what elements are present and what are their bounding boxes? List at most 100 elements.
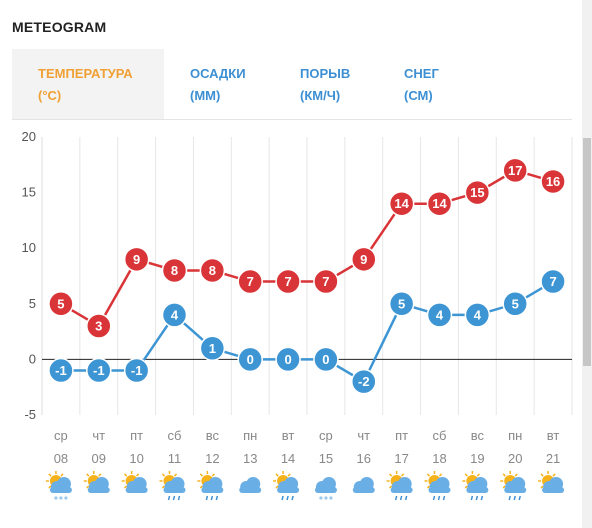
data-point-max — [48, 291, 74, 317]
cloud-part — [163, 487, 186, 493]
tab-snow[interactable]: СНЕГ (СМ) — [378, 49, 478, 119]
snow-flake — [54, 496, 58, 500]
tab-gusts[interactable]: ПОРЫВ (КМ/Ч) — [274, 49, 378, 119]
data-point-min — [540, 268, 566, 295]
rain-drop — [167, 495, 171, 501]
tab-snow-unit: (СМ) — [404, 88, 433, 103]
data-point-min — [275, 346, 301, 373]
y-tick-label: 0 — [29, 351, 36, 366]
cloud-shape — [428, 477, 451, 493]
data-label-max: 8 — [209, 263, 216, 278]
cloud-part — [87, 487, 110, 493]
sun-ray — [426, 485, 431, 489]
cloud-part — [314, 487, 337, 493]
tab-precipitation[interactable]: ОСАДКИ (ММ) — [164, 49, 274, 119]
tab-temperature-label: ТЕМПЕРАТУРА — [38, 66, 133, 81]
tab-temperature[interactable]: ТЕМПЕРАТУРА (°C) — [12, 49, 164, 119]
data-label-max: 17 — [508, 163, 522, 178]
rain-drop — [470, 495, 474, 501]
rain-drop — [177, 495, 181, 501]
data-point-min — [464, 302, 491, 328]
x-tick-date: 21 — [546, 451, 560, 466]
rain-drop — [291, 495, 294, 501]
tab-snow-label: СНЕГ — [404, 66, 439, 81]
x-tick-day: вт — [547, 428, 560, 443]
data-point-min — [48, 357, 74, 384]
cloud-shape — [542, 477, 565, 493]
cloud-shape — [201, 477, 224, 493]
cloud-part — [277, 487, 300, 493]
partly-cloudy-rain-icon — [273, 471, 300, 501]
x-tick-date: 14 — [281, 451, 295, 466]
data-label-max: 7 — [247, 274, 254, 289]
data-point-min — [502, 291, 528, 317]
snow-flake — [324, 496, 328, 500]
partly-cloudy-rain-icon — [462, 471, 489, 501]
data-label-min: 5 — [512, 296, 519, 311]
scrollbar[interactable] — [582, 0, 592, 528]
rain-drop — [394, 495, 398, 501]
data-label-max: 7 — [322, 274, 329, 289]
sun-ray — [438, 473, 443, 477]
sun-ray — [161, 473, 166, 477]
y-tick-label: 5 — [29, 296, 36, 311]
data-label-min: 0 — [322, 352, 329, 367]
x-tick-date: 15 — [319, 451, 333, 466]
sun-ray — [514, 473, 518, 477]
rain-drop — [404, 495, 408, 501]
sun-ray — [199, 473, 203, 477]
x-tick-day: вт — [282, 428, 295, 443]
data-label-max: 3 — [95, 319, 102, 334]
x-tick-day: пн — [508, 428, 522, 443]
x-tick-day: ср — [319, 428, 333, 443]
sun-ray — [60, 473, 64, 477]
sun-ray — [211, 473, 215, 477]
data-point-max — [388, 190, 415, 217]
data-label-max: 9 — [133, 252, 140, 267]
sun-ray — [275, 485, 279, 489]
sun-ray — [48, 473, 52, 477]
rain-drop — [205, 495, 209, 501]
data-label-max: 14 — [394, 196, 409, 211]
scrollbar-thumb[interactable] — [583, 138, 591, 366]
data-label-max: 16 — [546, 174, 560, 189]
partly-cloudy-snow-icon — [45, 471, 72, 500]
data-point-max — [199, 257, 226, 284]
data-point-min — [313, 346, 339, 373]
x-tick-day: сб — [168, 428, 182, 443]
data-label-min: 0 — [284, 352, 291, 367]
x-tick-day: чт — [92, 428, 105, 443]
x-tick-date: 13 — [243, 451, 257, 466]
x-tick-day: чт — [357, 428, 370, 443]
data-label-min: 5 — [398, 296, 405, 311]
sun-ray — [48, 485, 52, 489]
cloudy-icon — [352, 477, 375, 493]
data-label-min: -1 — [55, 363, 67, 378]
y-tick-label: 10 — [22, 240, 36, 255]
data-point-max — [313, 268, 339, 295]
partly-cloudy-icon — [83, 471, 110, 493]
x-tick-date: 10 — [129, 451, 143, 466]
cloud-part — [504, 487, 527, 493]
data-label-max: 7 — [284, 274, 291, 289]
x-tick-day: вс — [471, 428, 485, 443]
sun-ray — [136, 473, 140, 477]
y-tick-label: -5 — [24, 407, 36, 422]
y-tick-label: 20 — [22, 129, 36, 144]
data-label-min: 4 — [436, 307, 444, 322]
cloud-part — [352, 487, 375, 493]
x-tick-day: ср — [54, 428, 68, 443]
x-tick-day: пт — [395, 428, 408, 443]
tab-temperature-unit: (°C) — [38, 88, 62, 103]
sun-ray — [401, 473, 405, 477]
sun-ray — [464, 485, 468, 489]
cloud-shape — [239, 477, 262, 493]
rain-drop — [399, 495, 403, 501]
sun-ray — [502, 473, 506, 477]
sun-ray — [540, 473, 544, 477]
data-point-min — [123, 357, 150, 384]
tab-gusts-unit: (КМ/Ч) — [300, 88, 341, 103]
x-tick-date: 12 — [205, 451, 219, 466]
cloud-part — [466, 487, 489, 493]
sun-ray — [464, 473, 468, 477]
